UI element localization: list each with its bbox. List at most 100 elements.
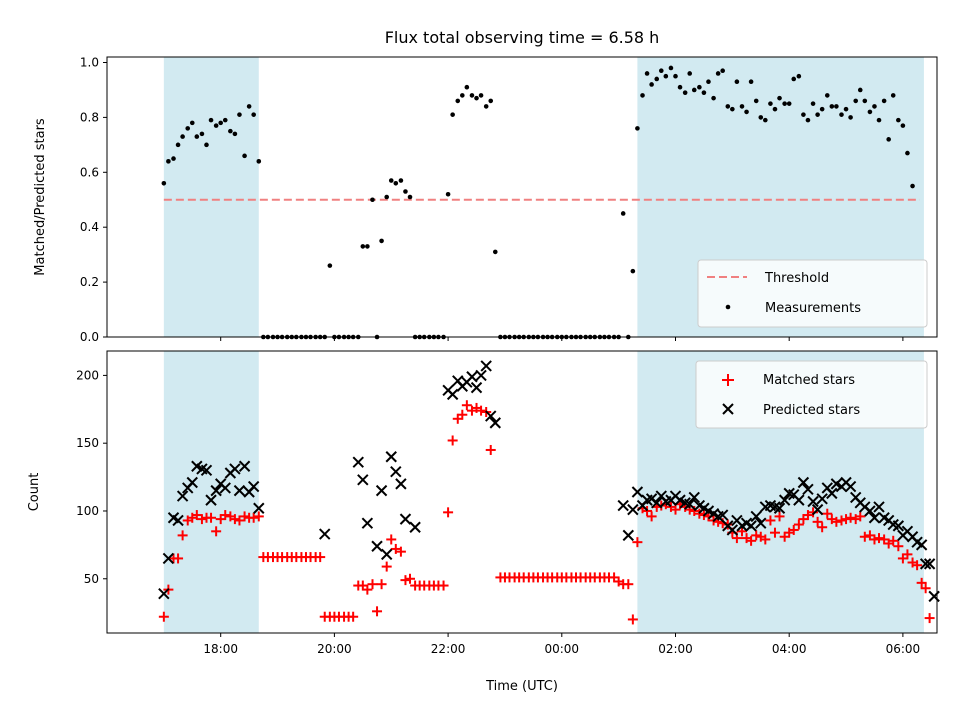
predicted-star-point <box>233 484 246 497</box>
measurement-point <box>654 76 660 82</box>
matched-star-point <box>670 504 681 515</box>
count-panel: 50 100 150 200 18:00 20:00 22:00 00:00 02:00 04:… <box>27 350 940 694</box>
measurement-point <box>862 98 868 104</box>
matched-legend-marker <box>722 374 734 386</box>
measurement-point <box>166 159 171 164</box>
matched-star-point <box>808 507 819 518</box>
predicted-star-point <box>802 483 814 495</box>
y-tick-label: 1.0 <box>80 55 99 69</box>
x-tick-label: 22:00 <box>431 642 466 656</box>
predicted-star-point <box>385 451 397 463</box>
measurement-point <box>739 104 745 109</box>
matched-star-point <box>760 534 771 545</box>
measurement-point <box>668 65 674 71</box>
matched-star-point <box>196 514 207 525</box>
measurement-point <box>720 68 725 74</box>
predicted-star-point <box>162 552 175 565</box>
matched-star-point <box>405 573 416 584</box>
matched-star-point <box>822 508 833 519</box>
predicted-star-point <box>238 460 251 472</box>
matched-star-point <box>457 409 468 420</box>
predicted-star-point <box>627 503 639 516</box>
matched-star-point <box>191 510 202 521</box>
matched-star-point <box>924 613 935 624</box>
predicted-star-point <box>816 493 828 505</box>
ratio-y-axis-label: Matched/Predicted stars <box>33 118 48 276</box>
predicted-star-point <box>919 558 932 570</box>
measurement-point <box>687 71 693 76</box>
measurement-point <box>161 180 167 186</box>
measurement-point <box>881 98 887 104</box>
measurement-point <box>478 93 484 98</box>
x-tick-label: 06:00 <box>886 642 921 656</box>
y-tick-label: 150 <box>76 436 99 450</box>
y-tick-label: 0.8 <box>80 110 99 124</box>
predicted-star-point <box>726 524 739 536</box>
y-tick-label: 200 <box>76 368 99 382</box>
measurement-point <box>222 117 228 123</box>
predicted-star-point <box>868 512 881 524</box>
predicted-star-point <box>371 540 383 552</box>
y-tick-label: 100 <box>76 504 99 518</box>
measurement-point <box>900 123 906 128</box>
y-tick-label: 0.2 <box>80 275 99 289</box>
predicted-star-point <box>485 410 497 422</box>
predicted-star-point <box>631 486 644 498</box>
measurement-point <box>791 76 797 82</box>
predicted-star-point <box>205 494 217 506</box>
measurement-point <box>171 156 176 161</box>
predicted-star-point <box>480 360 492 372</box>
predicted-star-point <box>915 539 928 551</box>
measurement-point <box>815 112 820 117</box>
ratio-legend: Threshold Measurements <box>697 259 928 328</box>
measurement-point <box>829 104 835 109</box>
measurement-point <box>237 112 242 117</box>
matched-star-point <box>802 510 813 521</box>
measurement-point <box>691 87 697 93</box>
measurement-point <box>715 71 721 76</box>
matched-star-point <box>623 579 634 590</box>
matched-star-point <box>874 533 885 544</box>
measurement-point <box>460 93 465 98</box>
measurement-point <box>697 84 702 90</box>
predicted-star-point <box>755 517 767 529</box>
predicted-legend-label: Predicted stars <box>763 403 860 418</box>
matched-star-point <box>902 549 913 560</box>
measurement-point <box>474 95 479 101</box>
measurement-point <box>450 112 455 117</box>
predicted-star-point <box>716 509 729 521</box>
measurement-point <box>492 249 498 255</box>
measurement-point <box>763 117 768 123</box>
measurement-point <box>620 211 626 216</box>
matched-star-point <box>793 519 804 530</box>
matched-star-point <box>765 515 776 526</box>
predicted-star-point <box>745 520 757 532</box>
matched-star-point <box>920 583 931 594</box>
measurement-point <box>483 104 489 109</box>
predicted-star-point <box>923 558 936 570</box>
matched-star-point <box>400 575 411 586</box>
matched-legend-label: Matched stars <box>763 373 855 388</box>
matched-star-point <box>367 579 378 590</box>
measurement-point <box>208 117 214 123</box>
matched-star-point <box>845 512 856 523</box>
predicted-star-point <box>617 499 629 512</box>
predicted-star-point <box>229 463 241 475</box>
matched-star-point <box>220 510 231 521</box>
measurement-point <box>730 106 735 112</box>
matched-star-point <box>485 444 496 455</box>
measurement-point <box>445 191 451 197</box>
predicted-star-point <box>352 456 364 468</box>
measurement-point <box>365 244 370 249</box>
predicted-star-point <box>319 528 331 540</box>
measurement-point <box>748 79 754 85</box>
predicted-star-point <box>750 510 762 523</box>
count-legend: Matched stars Predicted stars <box>695 360 928 429</box>
chart-title: Flux total observing time = 6.58 h <box>385 28 660 47</box>
y-tick-label: 0.4 <box>80 220 99 234</box>
predicted-legend-marker <box>722 403 734 415</box>
measurement-point <box>867 109 873 115</box>
measurement-point <box>228 128 233 134</box>
x-tick-label: 04:00 <box>772 642 807 656</box>
matched-star-point <box>769 527 780 538</box>
